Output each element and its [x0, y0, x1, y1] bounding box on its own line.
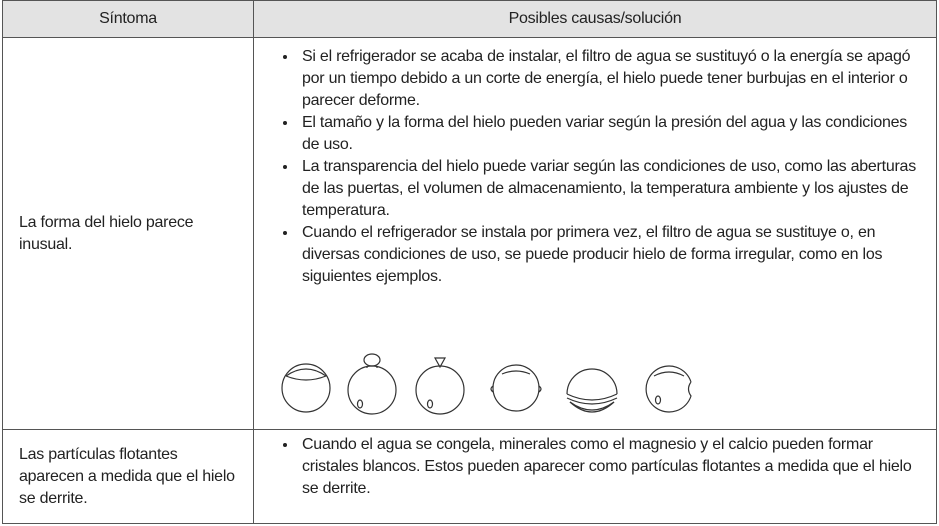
causes-cell: Si el refrigerador se acaba de instalar,… — [253, 37, 937, 430]
causes-list: Si el refrigerador se acaba de instalar,… — [254, 46, 926, 288]
header-cell: Posibles causas/solución — [253, 0, 937, 38]
symptom: La forma del hielo parece inusual. — [2, 37, 254, 430]
row: La forma del hielo parece inusual. Si el… — [2, 37, 937, 430]
ice-3 — [415, 357, 465, 415]
ice-5 — [566, 368, 618, 413]
ice-4 — [490, 364, 542, 412]
header-row: Síntoma Posibles causas/solución — [2, 0, 937, 38]
cause: Cuando el refrigerador se instala por pr… — [298, 222, 926, 288]
causes-list: Cuando el agua se congela, minerales com… — [254, 434, 926, 500]
cause: Cuando el agua se congela, minerales com… — [298, 434, 926, 500]
causes-cell: Cuando el agua se congela, minerales com… — [253, 429, 937, 524]
cause: Si el refrigerador se acaba de instalar,… — [298, 46, 926, 112]
ice-1 — [281, 363, 331, 413]
ice-6 — [645, 365, 692, 413]
cause: La transparencia del hielo puede variar … — [298, 156, 926, 222]
ice-2 — [347, 353, 397, 415]
row: Las partículas flotantes aparecen a medi… — [2, 429, 937, 524]
cause: El tamaño y la forma del hielo pueden va… — [298, 112, 926, 156]
symptom: Las partículas flotantes aparecen a medi… — [2, 429, 254, 524]
ice-shapes — [281, 353, 692, 415]
header-cell: Síntoma — [2, 0, 254, 38]
